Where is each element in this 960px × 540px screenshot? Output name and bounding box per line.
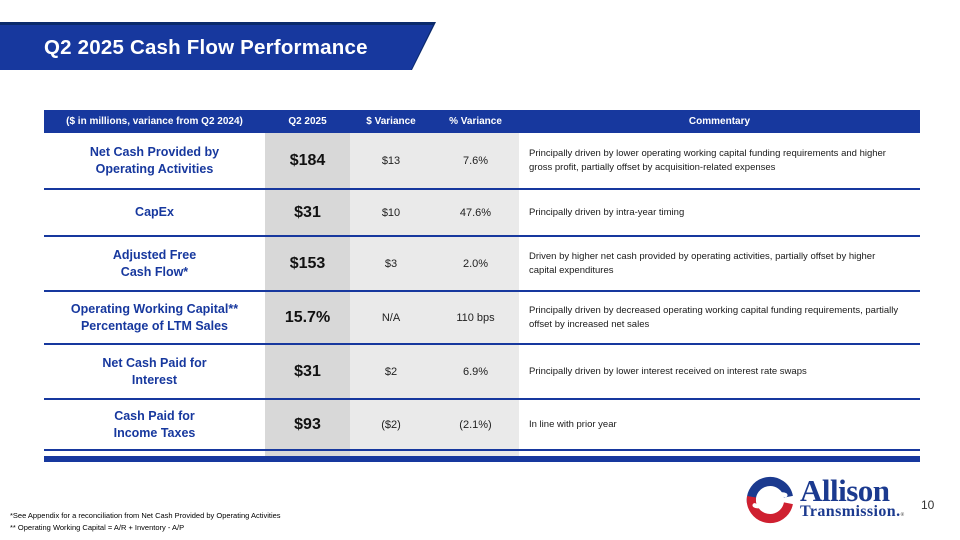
pct-variance-value: 6.9% [432, 345, 519, 398]
table-header-row: ($ in millions, variance from Q2 2024) Q… [44, 110, 920, 133]
dollar-variance-value: N/A [350, 292, 432, 343]
dollar-variance-value: $10 [350, 190, 432, 235]
logo-brand-name: Allison [800, 473, 890, 508]
q2-2025-value: $31 [265, 190, 350, 235]
header-commentary: Commentary [688, 116, 751, 127]
commentary-text: Driven by higher net cash provided by op… [529, 250, 876, 276]
cash-flow-table: ($ in millions, variance from Q2 2024) Q… [44, 110, 920, 462]
table-row: Cash Paid for Income Taxes $93 ($2) (2.1… [44, 398, 920, 451]
dollar-variance-value: $13 [350, 133, 432, 188]
row-label: Net Cash Provided by Operating Activitie… [89, 145, 220, 176]
title-banner: Q2 2025 Cash Flow Performance [0, 25, 433, 70]
commentary-text: In line with prior year [529, 418, 617, 430]
table-bottom-gap [44, 451, 920, 456]
header-q2-2025: Q2 2025 [288, 116, 327, 127]
commentary-text: Principally driven by lower operating wo… [529, 147, 886, 173]
footnote-appendix: *See Appendix for a reconciliation from … [10, 511, 281, 520]
dollar-variance-value: $3 [350, 237, 432, 290]
table-bottom-rule [44, 456, 920, 462]
allison-transmission-logo: Allison Transmission.® [746, 473, 905, 524]
header-pct-variance: % Variance [449, 116, 502, 127]
row-label: Cash Paid for Income Taxes [113, 409, 196, 440]
commentary-text: Principally driven by decreased operatin… [529, 304, 899, 330]
footnotes: *See Appendix for a reconciliation from … [10, 510, 281, 533]
q2-2025-value: $184 [265, 133, 350, 188]
table-row: Net Cash Paid for Interest $31 $2 6.9% P… [44, 343, 920, 398]
table-row: CapEx $31 $10 47.6% Principally driven b… [44, 188, 920, 235]
table-row: Net Cash Provided by Operating Activitie… [44, 133, 920, 188]
table-row: Operating Working Capital** Percentage o… [44, 290, 920, 343]
logo-brand-subtitle: Transmission.® [800, 503, 905, 521]
row-label: Adjusted Free Cash Flow* [112, 248, 197, 279]
pct-variance-value: 110 bps [432, 292, 519, 343]
q2-2025-value: $153 [265, 237, 350, 290]
row-label: CapEx [135, 205, 174, 220]
slide-title: Q2 2025 Cash Flow Performance [44, 36, 368, 59]
page-number: 10 [921, 498, 935, 512]
row-label: Operating Working Capital** Percentage o… [70, 302, 239, 333]
pct-variance-value: (2.1%) [432, 400, 519, 449]
pct-variance-value: 7.6% [432, 133, 519, 188]
allison-swirl-icon [746, 476, 793, 524]
table-row: Adjusted Free Cash Flow* $153 $3 2.0% Dr… [44, 235, 920, 290]
dollar-variance-value: ($2) [350, 400, 432, 449]
commentary-text: Principally driven by lower interest rec… [529, 365, 807, 377]
row-label: Net Cash Paid for Interest [102, 356, 207, 387]
logo-wordmark: Allison Transmission.® [800, 473, 905, 524]
header-dollar-variance: $ Variance [366, 116, 416, 127]
q2-2025-value: $31 [265, 345, 350, 398]
footnote-owc-definition: ** Operating Working Capital = A/R + Inv… [10, 522, 185, 532]
dollar-variance-value: $2 [350, 345, 432, 398]
pct-variance-value: 47.6% [432, 190, 519, 235]
registered-trademark-icon: ® [900, 513, 905, 519]
commentary-text: Principally driven by intra-year timing [529, 206, 685, 218]
q2-2025-value: 15.7% [265, 292, 350, 343]
header-units-note: ($ in millions, variance from Q2 2024) [66, 116, 243, 127]
pct-variance-value: 2.0% [432, 237, 519, 290]
q2-2025-value: $93 [265, 400, 350, 449]
